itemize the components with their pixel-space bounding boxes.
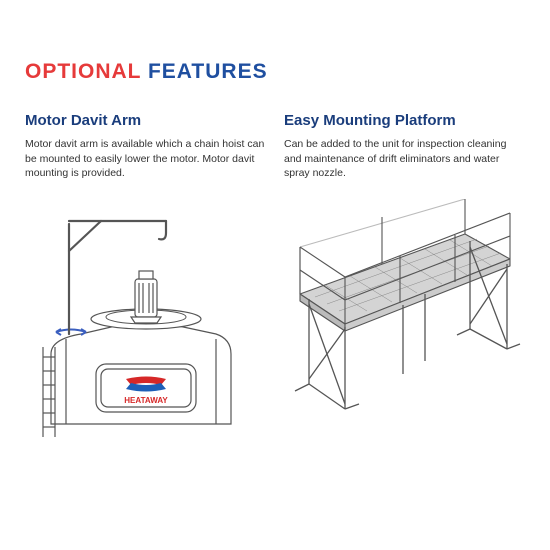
feature-illustration: HEATAWAY xyxy=(25,199,266,525)
feature-description: Motor davit arm is available which a cha… xyxy=(25,137,266,181)
feature-motor-davit: Motor Davit Arm Motor davit arm is avail… xyxy=(25,112,266,525)
feature-description: Can be added to the unit for inspection … xyxy=(284,137,525,181)
rotation-arrow-icon xyxy=(56,329,86,335)
feature-title: Motor Davit Arm xyxy=(25,112,266,129)
feature-mounting-platform: Easy Mounting Platform Can be added to t… xyxy=(284,112,525,525)
features-row: Motor Davit Arm Motor davit arm is avail… xyxy=(25,112,525,525)
heading-word-1: OPTIONAL xyxy=(25,60,141,83)
heading-word-2: FEATURES xyxy=(148,60,268,83)
logo-text: HEATAWAY xyxy=(124,396,168,405)
platform-drawing xyxy=(285,199,525,429)
feature-title: Easy Mounting Platform xyxy=(284,112,525,129)
davit-arm-drawing: HEATAWAY xyxy=(31,199,261,439)
section-heading: OPTIONAL FEATURES xyxy=(25,60,525,84)
feature-illustration xyxy=(284,199,525,525)
